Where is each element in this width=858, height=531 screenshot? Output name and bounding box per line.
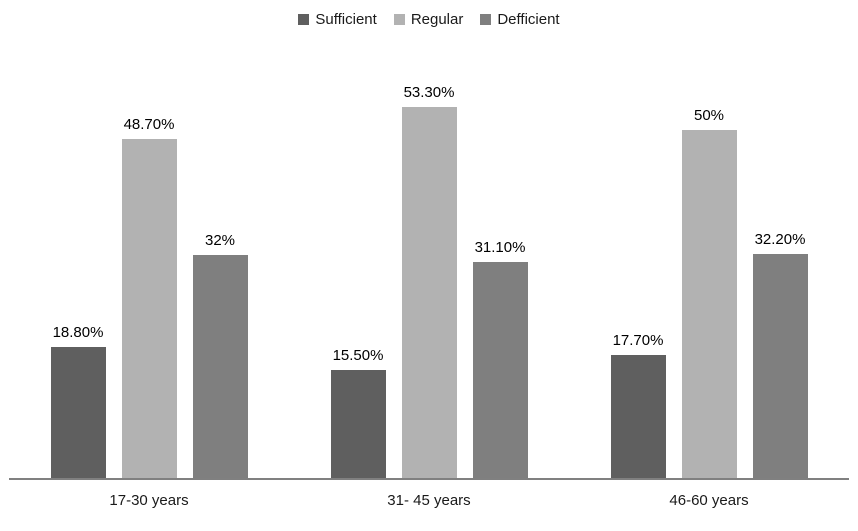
bar-wrap: 32% [192, 232, 248, 478]
plot-area: 18.80% 48.70% 32% 15.50% 53.30% 31.10% 17.70% 5… [9, 68, 849, 478]
legend-swatch-icon [298, 14, 310, 25]
bar-group-1: 18.80% 48.70% 32% [9, 68, 289, 478]
bar-regular-2 [401, 107, 457, 478]
bar-value-label: 50% [693, 107, 725, 124]
bar-wrap: 50% [681, 107, 737, 478]
legend-swatch-icon [393, 14, 405, 25]
x-axis-labels: 17-30 years 31- 45 years 46-60 years [9, 492, 849, 509]
bar-defficient-1 [192, 255, 248, 478]
bar-value-label: 18.80% [52, 324, 104, 342]
legend-item-sufficient: Sufficient [298, 11, 377, 28]
legend-label: Defficient [497, 11, 560, 28]
bar-group-3: 17.70% 50% 32.20% [569, 68, 849, 478]
legend-label: Sufficient [315, 11, 377, 28]
bar-wrap: 15.50% [330, 347, 386, 478]
bar-wrap: 48.70% [121, 116, 177, 478]
bar-wrap: 18.80% [50, 324, 106, 478]
bar-group-2: 15.50% 53.30% 31.10% [289, 68, 569, 478]
legend-swatch-icon [480, 14, 492, 25]
bar-sufficient-1 [50, 347, 106, 478]
x-axis-line [9, 478, 849, 480]
bar-sufficient-3 [610, 354, 666, 478]
bar-regular-3 [681, 130, 737, 478]
x-axis-label-1: 17-30 years [109, 492, 189, 509]
bar-value-label: 32% [204, 232, 236, 250]
bar-value-label: 53.30% [403, 84, 455, 101]
legend-label: Regular [410, 11, 464, 28]
x-axis-label-2: 31- 45 years [387, 492, 471, 509]
bar-value-label: 32.20% [754, 230, 806, 248]
bar-defficient-2 [472, 261, 528, 478]
x-axis-label-3: 46-60 years [669, 492, 749, 509]
bar-wrap: 31.10% [472, 239, 528, 478]
bar-defficient-3 [752, 253, 808, 478]
bar-value-label: 15.50% [332, 347, 384, 365]
legend-item-regular: Regular [393, 11, 464, 28]
bar-wrap: 32.20% [752, 231, 808, 478]
legend-item-defficient: Defficient [480, 11, 560, 28]
bar-value-label: 31.10% [474, 238, 526, 256]
bar-value-label: 17.70% [612, 331, 664, 349]
bar-regular-1 [121, 139, 177, 478]
bar-value-label: 48.70% [123, 116, 175, 133]
bar-wrap: 17.70% [610, 332, 666, 478]
chart-legend: Sufficient Regular Defficient [0, 11, 858, 28]
bar-sufficient-2 [330, 370, 386, 478]
bar-wrap: 53.30% [401, 84, 457, 478]
